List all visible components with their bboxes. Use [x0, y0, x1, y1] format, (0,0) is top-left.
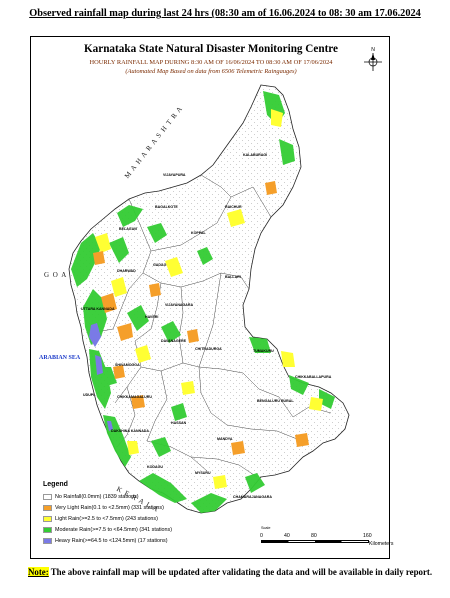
legend-item: Moderate Rain(>=7.5 to <64.5mm) (341 sta…	[43, 524, 263, 535]
label-kodagu: KODAGU	[147, 465, 163, 469]
map-legend: Legend No Rainfall(0.0mm) (1839 stations…	[43, 481, 263, 546]
legend-item: Heavy Rain(>=64.5 to <124.5mm) (17 stati…	[43, 535, 263, 546]
heavy-rain-areas	[89, 323, 113, 431]
page-heading: Observed rainfall map during last 24 hrs…	[29, 8, 421, 19]
label-udupi: UDUPI	[83, 393, 95, 397]
scale-unit: Kilometers	[369, 541, 394, 547]
label-hassan: HASSAN	[171, 421, 187, 425]
label-uttara-kannada: UTTARA KANNADA	[81, 307, 115, 311]
map-source-note: (Automated Map Based on data from 6506 T…	[125, 68, 297, 75]
moderate-rain-areas	[71, 91, 335, 513]
map-subtitle: HOURLY RAINFALL MAP DURING 8:30 AM OF 16…	[89, 59, 333, 66]
scale-bar: Scale 0 40 80 160 Kilometers	[260, 526, 394, 551]
label-chikkamagaluru: CHIKKAMAGALURU	[117, 395, 152, 399]
label-gadag: GADAG	[153, 263, 167, 267]
label-vijayanagara: VIJAYANAGARA	[165, 303, 194, 307]
scale-tick: 160	[363, 533, 372, 539]
very-light-rain-areas	[93, 181, 309, 455]
scale-title: Scale	[261, 526, 271, 530]
legend-swatch-light-rain	[43, 515, 52, 522]
light-rain-areas	[95, 109, 323, 489]
label-haveri: HAVERI	[145, 315, 159, 319]
legend-label: Very Light Rain(0.1 to <2.5mm) (331 stat…	[55, 504, 164, 511]
legend-swatch-no-rain	[43, 493, 52, 500]
label-davanagere: DAVANAGERE	[161, 339, 187, 343]
map-title: Karnataka State Natural Disaster Monitor…	[83, 43, 339, 55]
label-tumakuru: TUMAKURU	[253, 349, 274, 353]
label-dakshina-kannada: DAKSHINA KANNADA	[111, 429, 149, 433]
label-shivamogga: SHIVAMOGGA	[115, 363, 140, 367]
label-bagalkote: BAGALKOTE	[155, 205, 178, 209]
legend-label: No Rainfall(0.0mm) (1839 stations)	[55, 493, 139, 500]
label-vijayapura: VIJAYAPURA	[163, 173, 186, 177]
label-mysuru: MYSURU	[195, 471, 211, 475]
legend-label: Heavy Rain(>=64.5 to <124.5mm) (17 stati…	[55, 537, 168, 544]
label-chikkaballapura: CHIKKABALLAPURA	[295, 375, 332, 379]
scale-tick: 40	[284, 533, 290, 539]
north-arrow-icon: N	[364, 47, 382, 71]
label-chitradurga: CHITRADURGA	[195, 347, 222, 351]
label-raichur: RAICHUR	[225, 205, 242, 209]
label-ballari: BALLARI	[225, 275, 241, 279]
legend-label: Moderate Rain(>=7.5 to <64.5mm) (341 sta…	[55, 526, 173, 533]
footer-note: Note: The above rainfall map will be upd…	[28, 566, 448, 579]
legend-item: Very Light Rain(0.1 to <2.5mm) (331 stat…	[43, 502, 263, 513]
scale-tick: 80	[311, 533, 317, 539]
label-belagavi: BELAGAVI	[119, 227, 138, 231]
legend-swatch-moderate-rain	[43, 526, 52, 533]
legend-item: No Rainfall(0.0mm) (1839 stations)	[43, 491, 263, 502]
label-kalaburagi: KALABURAGI	[243, 153, 268, 157]
label-chamarajanagara: CHAMARAJANAGARA	[233, 495, 272, 499]
label-arabian-sea: ARABIAN SEA	[39, 355, 81, 361]
legend-swatch-heavy-rain	[43, 537, 52, 544]
scale-tick: 0	[260, 533, 263, 539]
rainfall-map: Karnataka State Natural Disaster Monitor…	[30, 36, 394, 559]
label-bengaluru-rural: BENGALURU RURAL	[257, 399, 294, 403]
legend-label: Light Rain(>=2.5 to <7.5mm) (243 station…	[55, 515, 158, 522]
note-label: Note:	[28, 567, 49, 577]
karnataka-map-graphic	[68, 84, 350, 514]
legend-swatch-very-light-rain	[43, 504, 52, 511]
legend-title: Legend	[43, 481, 68, 488]
label-koppal: KOPPAL	[191, 231, 206, 235]
svg-text:N: N	[371, 47, 375, 53]
legend-item: Light Rain(>=2.5 to <7.5mm) (243 station…	[43, 513, 263, 524]
scale-bar-graphic	[261, 540, 369, 543]
note-text: The above rainfall map will be updated a…	[48, 567, 433, 577]
label-mandya: MANDYA	[217, 437, 233, 441]
label-goa: G O A	[44, 271, 68, 279]
label-dharwad: DHARWAD	[117, 269, 136, 273]
